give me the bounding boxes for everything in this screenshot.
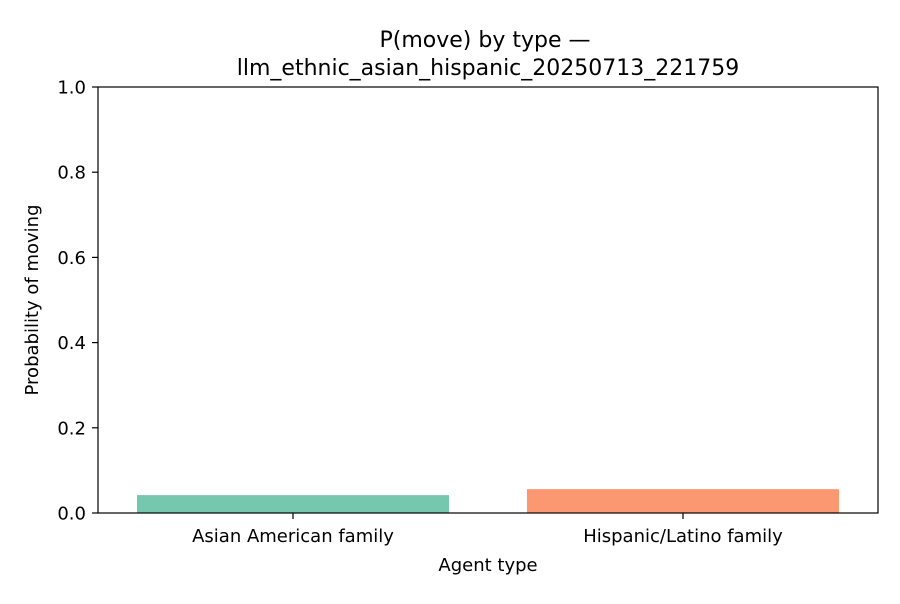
x-axis-label: Agent type (438, 555, 537, 576)
x-axis-ticks: Asian American family Hispanic/Latino fam… (192, 513, 783, 547)
y-axis-ticks: 0.0 0.2 0.4 0.6 0.8 1.0 (57, 78, 98, 525)
x-tick-label: Asian American family (192, 526, 394, 547)
y-tick-label: 0.6 (57, 248, 86, 269)
y-tick-label: 0.0 (57, 504, 86, 525)
bars-layer (137, 489, 839, 513)
y-tick-label: 0.2 (57, 418, 86, 439)
x-tick-label: Hispanic/Latino family (583, 526, 783, 547)
bar-1 (527, 489, 839, 513)
chart-title-line-2: llm_ethnic_asian_hispanic_20250713_22175… (237, 56, 739, 81)
y-tick-label: 1.0 (57, 78, 86, 99)
y-tick-label: 0.8 (57, 163, 86, 184)
chart-title-line-1: P(move) by type — (380, 28, 591, 53)
y-tick-label: 0.4 (57, 333, 86, 354)
plot-frame (97, 86, 879, 514)
bar-0 (137, 495, 449, 513)
y-axis-label: Probability of moving (22, 205, 43, 396)
